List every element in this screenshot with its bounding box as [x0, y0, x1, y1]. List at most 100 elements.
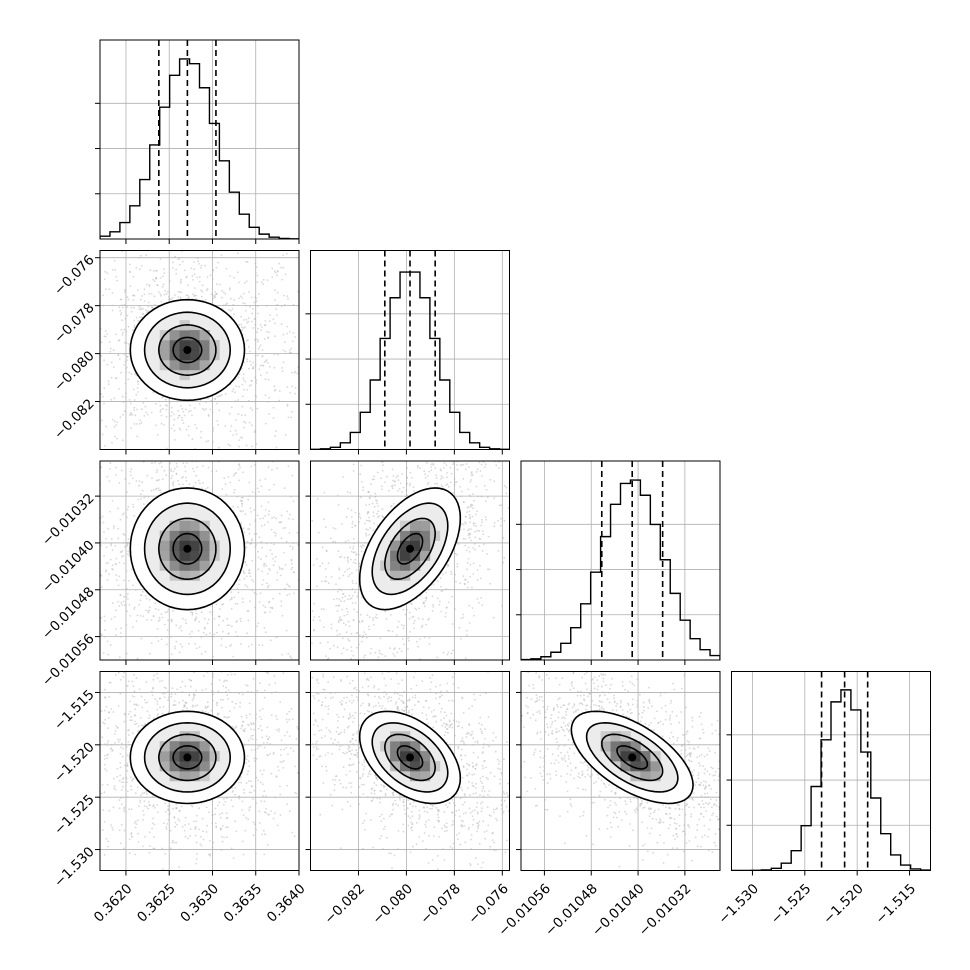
sample-point: [277, 730, 280, 733]
density-cell: [199, 530, 210, 541]
sample-point: [471, 586, 473, 589]
sample-point: [131, 453, 133, 455]
sample-point: [464, 384, 466, 386]
sample-point: [409, 482, 412, 485]
sample-point: [435, 474, 438, 476]
sample-point: [130, 306, 133, 309]
sample-point: [335, 553, 337, 555]
sample-point: [475, 485, 478, 488]
sample-point: [240, 522, 243, 524]
sample-point: [144, 405, 147, 408]
sample-point: [453, 608, 456, 610]
sample-point: [97, 771, 99, 773]
sample-point: [352, 470, 355, 472]
sample-point: [466, 568, 468, 571]
sample-point: [313, 616, 316, 618]
sample-point: [338, 567, 340, 570]
sample-point: [458, 626, 461, 629]
density-cell: [179, 530, 190, 541]
sample-point: [396, 626, 399, 629]
sample-point: [268, 510, 271, 513]
sample-point: [242, 292, 245, 295]
sample-point: [478, 461, 481, 464]
sample-point: [459, 582, 461, 585]
sample-point: [459, 435, 461, 437]
sample-point: [288, 593, 291, 596]
sample-point: [199, 399, 202, 402]
sample-point: [259, 344, 262, 347]
sample-point: [247, 528, 249, 531]
sample-point: [323, 518, 326, 521]
sample-point: [81, 347, 83, 349]
sample-point: [176, 823, 178, 826]
sample-point: [62, 413, 64, 415]
sample-point: [195, 427, 198, 429]
sample-point: [16, 296, 18, 298]
sample-point: [158, 291, 160, 293]
sample-point: [305, 568, 307, 570]
sample-point: [246, 632, 248, 635]
sample-point: [256, 331, 259, 334]
sample-point: [93, 423, 95, 425]
sample-point: [361, 678, 363, 680]
sample-point: [264, 833, 266, 836]
sample-point: [352, 538, 355, 540]
sample-point: [118, 807, 121, 810]
sample-point: [85, 579, 87, 581]
sample-point: [137, 383, 140, 385]
sample-point: [178, 437, 180, 439]
sample-point: [456, 468, 459, 471]
sample-point: [357, 540, 360, 543]
sample-point: [141, 706, 144, 709]
sample-point: [93, 464, 95, 466]
sample-point: [290, 347, 293, 350]
sample-point: [165, 415, 168, 418]
sample-point: [275, 636, 277, 639]
sample-point: [250, 465, 253, 468]
sample-point: [120, 328, 123, 331]
sample-point: [131, 732, 134, 735]
sample-point: [371, 502, 374, 505]
sample-point: [179, 282, 182, 284]
sample-point: [463, 420, 465, 422]
sample-point: [104, 270, 107, 273]
sample-point: [282, 333, 285, 336]
contour-1.5sigma: [371, 502, 449, 596]
sample-point: [174, 439, 176, 441]
sample-point: [391, 630, 394, 633]
sample-point: [114, 433, 116, 435]
sample-point: [82, 336, 84, 338]
sample-point: [107, 840, 110, 843]
sample-point: [129, 674, 131, 676]
sample-point: [308, 592, 310, 594]
sample-point: [428, 643, 431, 646]
sample-point: [442, 651, 445, 654]
sample-point: [153, 295, 156, 298]
sample-point: [160, 444, 162, 446]
sample-point: [187, 284, 189, 287]
sample-point: [133, 399, 136, 401]
sample-point: [503, 413, 505, 415]
sample-point: [242, 814, 245, 816]
sample-point: [267, 501, 270, 504]
sample-point: [367, 625, 370, 628]
sample-point: [257, 293, 260, 295]
sample-point: [443, 437, 445, 439]
sample-point: [537, 508, 539, 510]
sample-point: [476, 432, 478, 434]
sample-point: [15, 604, 17, 606]
sample-point: [255, 543, 257, 546]
sample-point: [244, 326, 246, 328]
sample-point: [283, 294, 285, 297]
sample-point: [248, 346, 250, 348]
sample-point: [458, 455, 460, 457]
sample-point: [327, 367, 329, 369]
sample-point: [243, 426, 245, 429]
sample-point: [142, 446, 144, 448]
sample-point: [481, 530, 484, 532]
sample-point: [221, 603, 223, 606]
sample-point: [265, 371, 268, 374]
sample-point: [266, 330, 268, 333]
sample-point: [420, 626, 423, 628]
sample-point: [236, 587, 239, 590]
